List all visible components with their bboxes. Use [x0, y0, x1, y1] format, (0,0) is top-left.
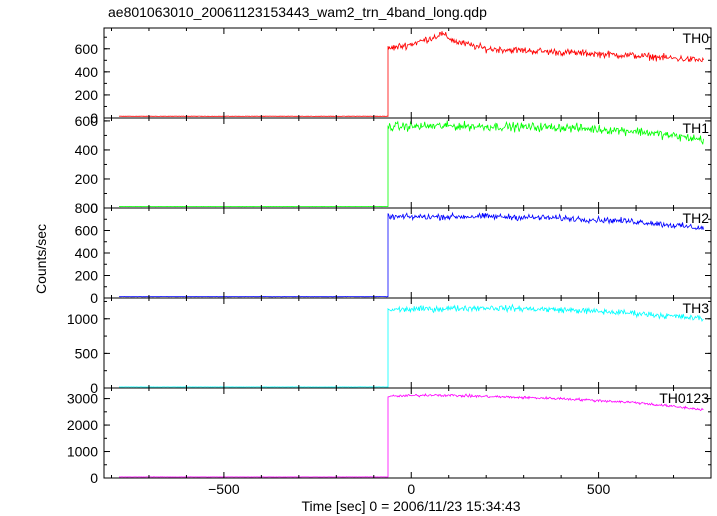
- panel-th2: 0 200 400 600 800 TH2: [75, 200, 712, 306]
- series-th0123: [118, 393, 704, 478]
- x-tick-label: 0: [407, 481, 415, 497]
- y-tick-label: 0: [90, 200, 98, 216]
- panel-th0123: 0 1000 2000 3000 TH0123: [67, 387, 712, 486]
- y-tick-label: 200: [75, 171, 99, 187]
- x-axis-label: Time [sec] 0 = 2006/11/23 15:34:43: [301, 498, 520, 514]
- y-tick-label: 400: [75, 245, 99, 261]
- y-tick-label: 500: [75, 345, 99, 361]
- panel-stack: 0 200 400 600 TH0 0 200 400 600 TH1 0 200 400 600 800 T…: [67, 27, 712, 486]
- panel-label: TH2: [683, 210, 710, 226]
- y-tick-label: 1000: [67, 444, 98, 460]
- y-tick-label: 2000: [67, 417, 98, 433]
- panel-th0: 0 200 400 600 TH0: [75, 27, 712, 126]
- panel-th1: 0 200 400 600 TH1: [75, 113, 712, 216]
- y-tick-label: 600: [75, 41, 99, 57]
- x-tick-label: 500: [587, 481, 611, 497]
- series-th3: [118, 303, 704, 388]
- y-tick-label: 400: [75, 64, 99, 80]
- panel-label: TH0123: [659, 390, 709, 406]
- y-tick-label: 200: [75, 87, 99, 103]
- y-tick-label: 800: [75, 200, 99, 216]
- y-axis-label: Counts/sec: [33, 224, 49, 294]
- y-tick-label: 600: [75, 113, 99, 129]
- y-tick-label: 0: [90, 470, 98, 486]
- series-th2: [118, 211, 704, 298]
- series-th1: [118, 120, 704, 208]
- x-axis: −500 0 500: [208, 481, 610, 497]
- y-tick-label: 400: [75, 142, 99, 158]
- y-tick-label: 0: [90, 110, 98, 126]
- y-tick-label: 200: [75, 268, 99, 284]
- panel-label: TH1: [683, 120, 710, 136]
- y-tick-label: 0: [90, 290, 98, 306]
- series-th0: [118, 31, 704, 117]
- panel-th3: 0 500 1000 TH3: [67, 297, 712, 396]
- x-tick-label: −500: [208, 481, 240, 497]
- panel-frame: [103, 387, 712, 479]
- panel-label: TH0: [683, 30, 710, 46]
- panel-frame: [103, 297, 712, 389]
- y-tick-label: 0: [90, 380, 98, 396]
- y-tick-label: 1000: [67, 311, 98, 327]
- panel-label: TH3: [683, 300, 710, 316]
- panel-frame: [103, 27, 712, 119]
- y-tick-label: 3000: [67, 391, 98, 407]
- y-tick-label: 600: [75, 223, 99, 239]
- chart-title: ae801063010_20061123153443_wam2_trn_4ban…: [108, 4, 487, 20]
